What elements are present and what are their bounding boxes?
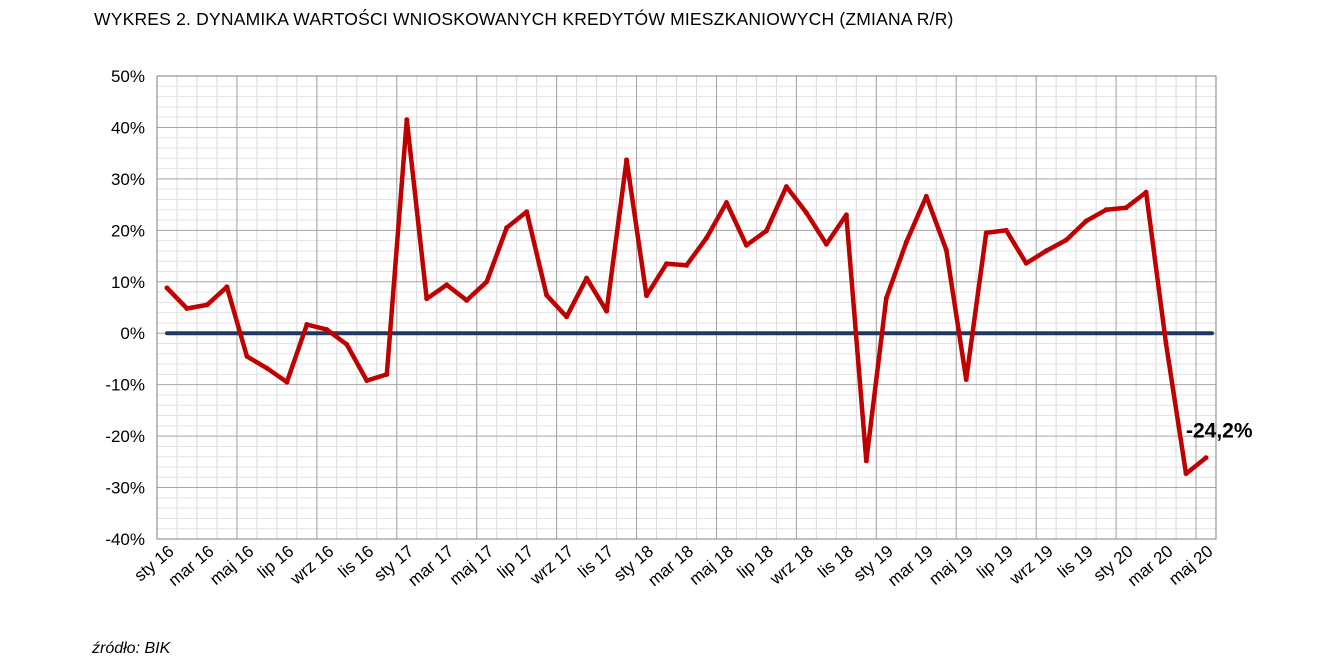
data-point — [1043, 248, 1049, 254]
data-point — [284, 379, 290, 385]
data-point — [1163, 341, 1169, 347]
data-point — [324, 327, 330, 333]
data-point — [903, 239, 909, 245]
x-tick-label: lis 18 — [814, 542, 857, 582]
y-tick-label: 30% — [111, 170, 145, 189]
data-point — [1023, 260, 1029, 266]
x-tick-label: wrz 16 — [286, 542, 337, 589]
x-tick-label: lis 17 — [575, 542, 618, 582]
data-point — [164, 285, 170, 291]
y-tick-label: -30% — [105, 479, 145, 498]
data-point — [684, 262, 689, 268]
y-axis-ticks: 50% 40% 30% 20% 10% 0% -10% -20% -30% -40% — [105, 67, 145, 549]
data-point — [723, 200, 729, 206]
series-line — [164, 117, 1209, 476]
data-point — [943, 247, 949, 253]
data-point — [364, 378, 370, 384]
data-point — [304, 321, 310, 327]
x-tick-label: maj 18 — [686, 542, 737, 589]
data-point — [983, 230, 989, 236]
data-point — [863, 458, 869, 464]
data-point — [823, 241, 829, 247]
data-point — [883, 295, 889, 301]
data-point — [703, 235, 709, 241]
data-point — [1123, 205, 1129, 211]
data-point — [264, 365, 270, 371]
data-point — [1183, 471, 1189, 477]
minor-grid — [156, 76, 1217, 539]
data-point — [224, 284, 230, 290]
y-tick-label: 40% — [111, 118, 145, 137]
x-tick-label: maj 19 — [926, 542, 977, 589]
data-point — [1003, 227, 1009, 233]
data-point — [1103, 207, 1109, 213]
y-tick-label: 50% — [111, 67, 145, 86]
data-point — [204, 302, 210, 308]
x-tick-label: lis 19 — [1054, 542, 1097, 582]
data-point — [1083, 218, 1089, 224]
x-tick-label: mar 18 — [644, 542, 697, 591]
data-point — [464, 297, 470, 303]
data-point — [743, 242, 749, 248]
data-point — [843, 212, 849, 218]
x-tick-label: wrz 17 — [526, 542, 577, 589]
data-point — [644, 293, 650, 299]
data-point — [424, 296, 430, 302]
x-tick-label: wrz 19 — [1005, 542, 1056, 589]
x-tick-label: mar 19 — [884, 542, 937, 591]
x-tick-label: lis 16 — [335, 542, 378, 582]
data-point — [384, 371, 390, 377]
chart-title: WYKRES 2. DYNAMIKA WARTOŚCI WNIOSKOWANYC… — [94, 9, 954, 29]
x-tick-label: maj 17 — [446, 542, 497, 589]
data-point — [1203, 455, 1209, 461]
plot-border — [156, 75, 1217, 540]
x-tick-label: mar 17 — [405, 542, 458, 591]
data-point — [584, 275, 590, 281]
data-point — [504, 225, 510, 231]
data-point — [624, 157, 630, 163]
data-point — [763, 228, 769, 234]
data-point — [1063, 237, 1069, 243]
data-point — [524, 209, 530, 215]
data-point — [963, 377, 969, 383]
data-point — [484, 279, 490, 285]
data-point — [444, 282, 450, 288]
data-point — [604, 308, 610, 314]
source-note: źródło: BIK — [92, 640, 171, 657]
y-tick-label: 10% — [111, 273, 145, 292]
data-point — [803, 210, 809, 216]
data-point — [244, 353, 250, 359]
x-tick-label: maj 16 — [206, 542, 257, 589]
y-tick-label: 0% — [120, 324, 145, 343]
x-tick-label: mar 20 — [1124, 542, 1177, 591]
data-point — [184, 306, 190, 312]
data-point — [1143, 189, 1149, 195]
data-point — [564, 314, 570, 320]
y-tick-label: 20% — [111, 221, 145, 240]
data-point — [923, 193, 929, 199]
x-tick-label: maj 20 — [1165, 542, 1216, 589]
x-tick-label: mar 16 — [165, 542, 218, 591]
data-point — [544, 292, 550, 298]
last-value-label: -24,2% — [1186, 420, 1253, 443]
data-point — [664, 261, 670, 267]
y-tick-label: -10% — [105, 376, 145, 395]
data-point — [344, 342, 350, 348]
y-tick-label: -20% — [105, 427, 145, 446]
data-point — [404, 117, 410, 123]
data-point — [783, 184, 789, 190]
x-tick-label: wrz 18 — [766, 542, 817, 589]
major-grid — [156, 75, 1216, 540]
y-tick-label: -40% — [105, 530, 145, 549]
data-points — [164, 117, 1209, 477]
